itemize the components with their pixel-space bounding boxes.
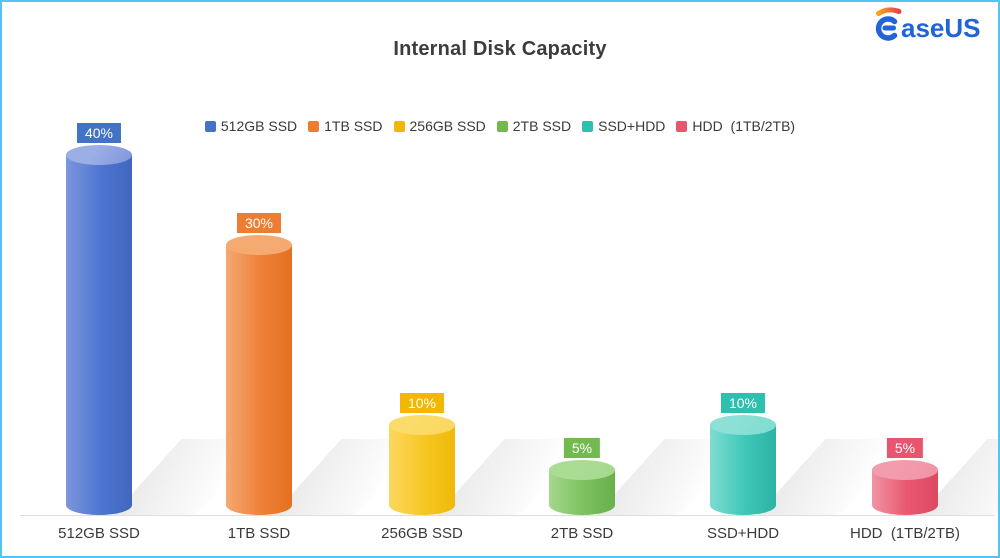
legend-label: SSD+HDD: [598, 118, 666, 134]
x-axis-line: [20, 515, 995, 516]
legend-swatch-icon: [308, 120, 320, 132]
x-axis-category-label: 512GB SSD: [58, 525, 140, 542]
bar-value-label: 40%: [76, 123, 122, 143]
easeus-logo-e-glyph: [875, 7, 902, 41]
legend-label: HDD (1TB/2TB): [692, 118, 796, 134]
bar-cylinder: [226, 245, 292, 515]
easeus-logo-graphic: aseUS: [875, 7, 981, 43]
legend-swatch-icon: [393, 120, 405, 132]
chart-title: Internal Disk Capacity: [393, 38, 607, 60]
legend-swatch-icon: [204, 120, 216, 132]
bar-cylinder-top: [66, 145, 132, 165]
bar-cylinder-top: [549, 460, 615, 480]
bar-cylinder-top: [872, 460, 938, 480]
legend-label: 512GB SSD: [220, 118, 298, 134]
legend-label: 256GB SSD: [409, 118, 486, 134]
bar-value-label: 30%: [236, 213, 282, 233]
x-axis-category-label: HDD (1TB/2TB): [849, 525, 960, 542]
bar-cylinder: [710, 425, 776, 515]
legend-item: 1TB SSD: [308, 118, 383, 134]
legend-swatch-icon: [496, 120, 508, 132]
legend-item: 2TB SSD: [496, 118, 572, 134]
bar-value-label: 5%: [886, 438, 924, 458]
x-axis-category-label: 2TB SSD: [550, 525, 614, 542]
bar-cylinder: [389, 425, 455, 515]
bar-value-label: 5%: [563, 438, 601, 458]
easeus-logo-swoosh: [876, 7, 902, 16]
bar-cylinder: [66, 155, 132, 515]
legend-item: 512GB SSD: [204, 118, 298, 134]
bar-value-label: 10%: [720, 393, 766, 413]
legend-item: HDD (1TB/2TB): [676, 118, 795, 134]
x-axis-category-label: SSD+HDD: [706, 525, 780, 542]
bar-cylinder-top: [226, 235, 292, 255]
chart-legend: 512GB SSD 1TB SSD 256GB SSD 2TB SSD SSD+HDD H…: [2, 118, 998, 134]
legend-item: 256GB SSD: [393, 118, 486, 134]
legend-swatch-icon: [582, 120, 594, 132]
legend-swatch-icon: [676, 120, 688, 132]
bar-cylinder-top: [710, 415, 776, 435]
bar-value-label: 10%: [399, 393, 445, 413]
easeus-logo-wordmark: aseUS: [901, 13, 981, 43]
legend-label: 2TB SSD: [512, 118, 572, 134]
x-axis-category-label: 256GB SSD: [381, 525, 463, 542]
legend-label: 1TB SSD: [324, 118, 383, 134]
x-axis-category-label: 1TB SSD: [227, 525, 291, 542]
legend-item: SSD+HDD: [582, 118, 665, 134]
easeus-logo: aseUS: [872, 6, 990, 46]
bar-cylinder-top: [389, 415, 455, 435]
